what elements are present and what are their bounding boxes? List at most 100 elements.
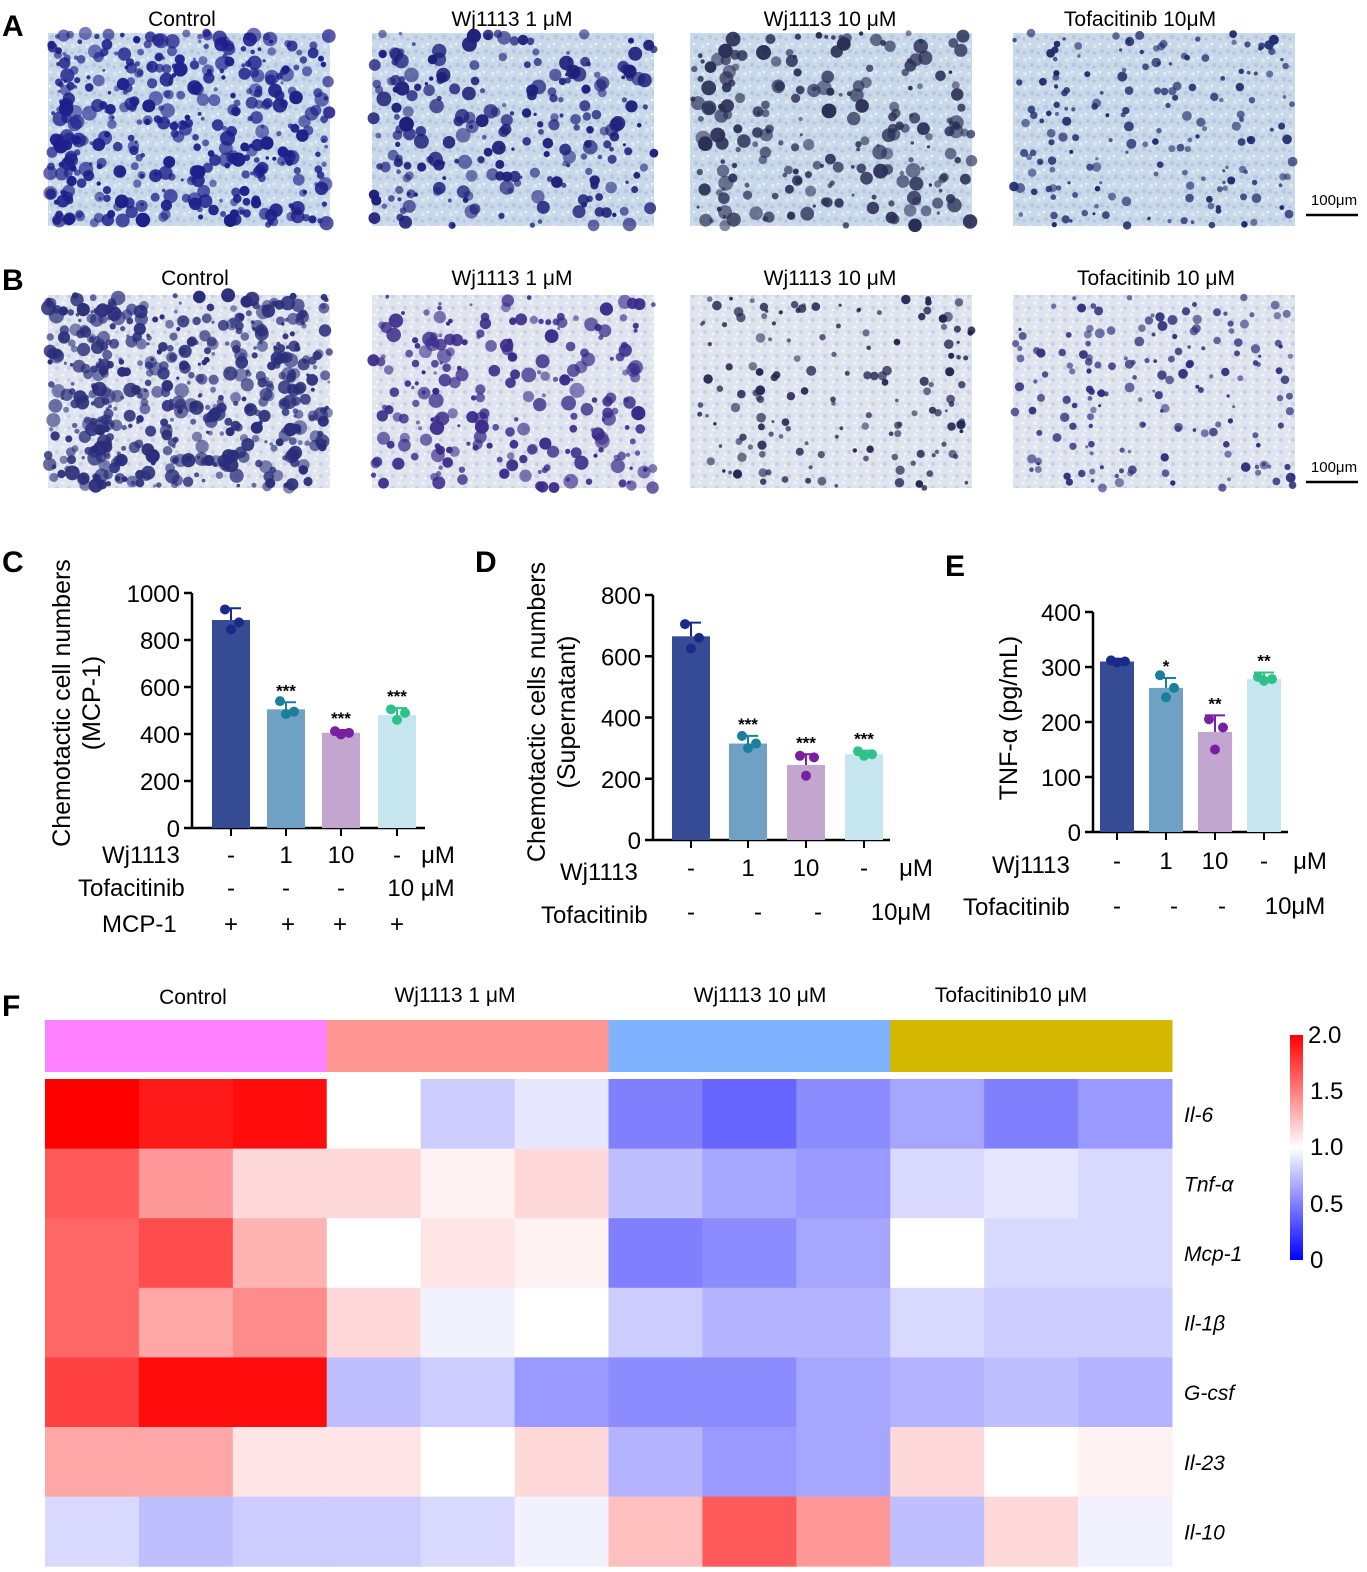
heatmap-cell	[326, 1427, 422, 1498]
cell-blob	[455, 128, 471, 143]
cell-blob	[225, 370, 230, 374]
heatmap-cell	[702, 1287, 797, 1358]
cell-blob	[856, 147, 861, 152]
cell-blob	[768, 431, 774, 437]
cell-blob	[165, 469, 180, 484]
cell-blob	[280, 354, 285, 359]
cell-blob	[1071, 107, 1076, 112]
cell-blob	[1018, 332, 1027, 340]
cell-blob	[457, 474, 468, 485]
panel-d-cell: -	[687, 855, 695, 882]
cell-blob	[128, 423, 133, 428]
cell-blob	[436, 72, 448, 83]
cell-blob	[290, 209, 305, 224]
cell-blob	[911, 410, 918, 417]
cell-blob	[114, 473, 126, 484]
cell-blob	[631, 186, 639, 193]
cell-blob	[159, 314, 165, 320]
heatmap-cell	[514, 1287, 609, 1358]
cell-blob	[805, 185, 817, 197]
cell-blob	[721, 82, 732, 93]
cell-blob	[384, 365, 394, 375]
cell-blob	[137, 48, 145, 56]
cell-blob	[251, 352, 258, 359]
cell-blob	[718, 444, 723, 448]
cell-blob	[166, 424, 172, 429]
cell-blob	[318, 324, 332, 337]
cell-blob	[1192, 302, 1197, 307]
micrograph-a-wj1113-10	[690, 29, 978, 233]
cell-blob	[405, 349, 414, 358]
cell-blob	[496, 456, 503, 463]
cell-blob	[838, 303, 842, 307]
cell-blob	[759, 302, 769, 312]
cell-blob	[398, 76, 406, 83]
cell-blob	[819, 334, 826, 341]
cell-blob	[280, 81, 284, 85]
group-color-cell	[702, 1020, 797, 1072]
cell-blob	[723, 110, 733, 120]
cell-blob	[402, 106, 414, 118]
cell-blob	[926, 470, 934, 477]
heatmap-cell	[232, 1148, 328, 1219]
cell-blob	[246, 27, 262, 43]
data-point	[1210, 744, 1220, 755]
cell-blob	[1226, 394, 1230, 398]
gene-label: Tnf-α	[1184, 1173, 1234, 1196]
cell-blob	[1207, 202, 1215, 210]
cell-blob	[477, 156, 485, 164]
cell-blob	[211, 119, 224, 131]
cell-blob	[839, 426, 844, 431]
heatmap-cell	[514, 1496, 609, 1567]
cell-blob	[290, 123, 300, 133]
cell-blob	[270, 444, 278, 452]
panel-e-row-label-1: Wj1113	[992, 852, 1070, 879]
cell-blob	[1192, 314, 1202, 325]
cell-blob	[728, 470, 732, 475]
cell-blob	[844, 370, 850, 376]
cell-blob	[292, 173, 305, 186]
cell-blob	[1275, 367, 1283, 375]
panel-letter-a: A	[2, 10, 24, 43]
cell-blob	[917, 122, 930, 135]
cell-blob	[540, 371, 550, 382]
significance-label: ***	[387, 687, 407, 706]
data-point	[743, 743, 753, 754]
panel-c-cell: 10 μM	[387, 875, 454, 902]
cell-blob	[179, 360, 189, 371]
cell-blob	[98, 459, 111, 472]
cell-blob	[931, 453, 936, 458]
cell-blob	[1152, 138, 1159, 145]
cell-blob	[759, 146, 772, 158]
cell-blob	[1028, 406, 1037, 415]
cell-blob	[613, 454, 620, 461]
cell-blob	[550, 113, 559, 122]
cell-blob	[580, 153, 588, 160]
cell-blob	[598, 324, 612, 338]
cell-blob	[63, 361, 67, 365]
cell-blob	[882, 164, 894, 175]
heatmap-cell	[420, 1357, 516, 1428]
cell-blob	[63, 212, 76, 225]
cell-blob	[100, 370, 109, 378]
cell-blob	[306, 373, 310, 377]
cell-blob	[547, 445, 560, 458]
cell-blob	[572, 205, 586, 219]
cell-blob	[1157, 321, 1168, 331]
cell-blob	[756, 412, 766, 423]
cell-blob	[140, 152, 145, 158]
cell-blob	[1064, 106, 1069, 111]
cell-blob	[928, 381, 934, 388]
heatmap-cell	[890, 1427, 985, 1498]
cell-blob	[1278, 183, 1283, 188]
cell-blob	[191, 431, 203, 442]
cell-blob	[76, 55, 86, 64]
cell-blob	[1135, 30, 1145, 40]
cell-blob	[629, 466, 633, 470]
panel-letter-b: B	[2, 264, 24, 297]
cell-blob	[1251, 193, 1262, 203]
cell-blob	[181, 318, 185, 323]
cell-blob	[276, 72, 283, 80]
cell-blob	[548, 119, 560, 131]
cell-blob	[557, 326, 561, 331]
